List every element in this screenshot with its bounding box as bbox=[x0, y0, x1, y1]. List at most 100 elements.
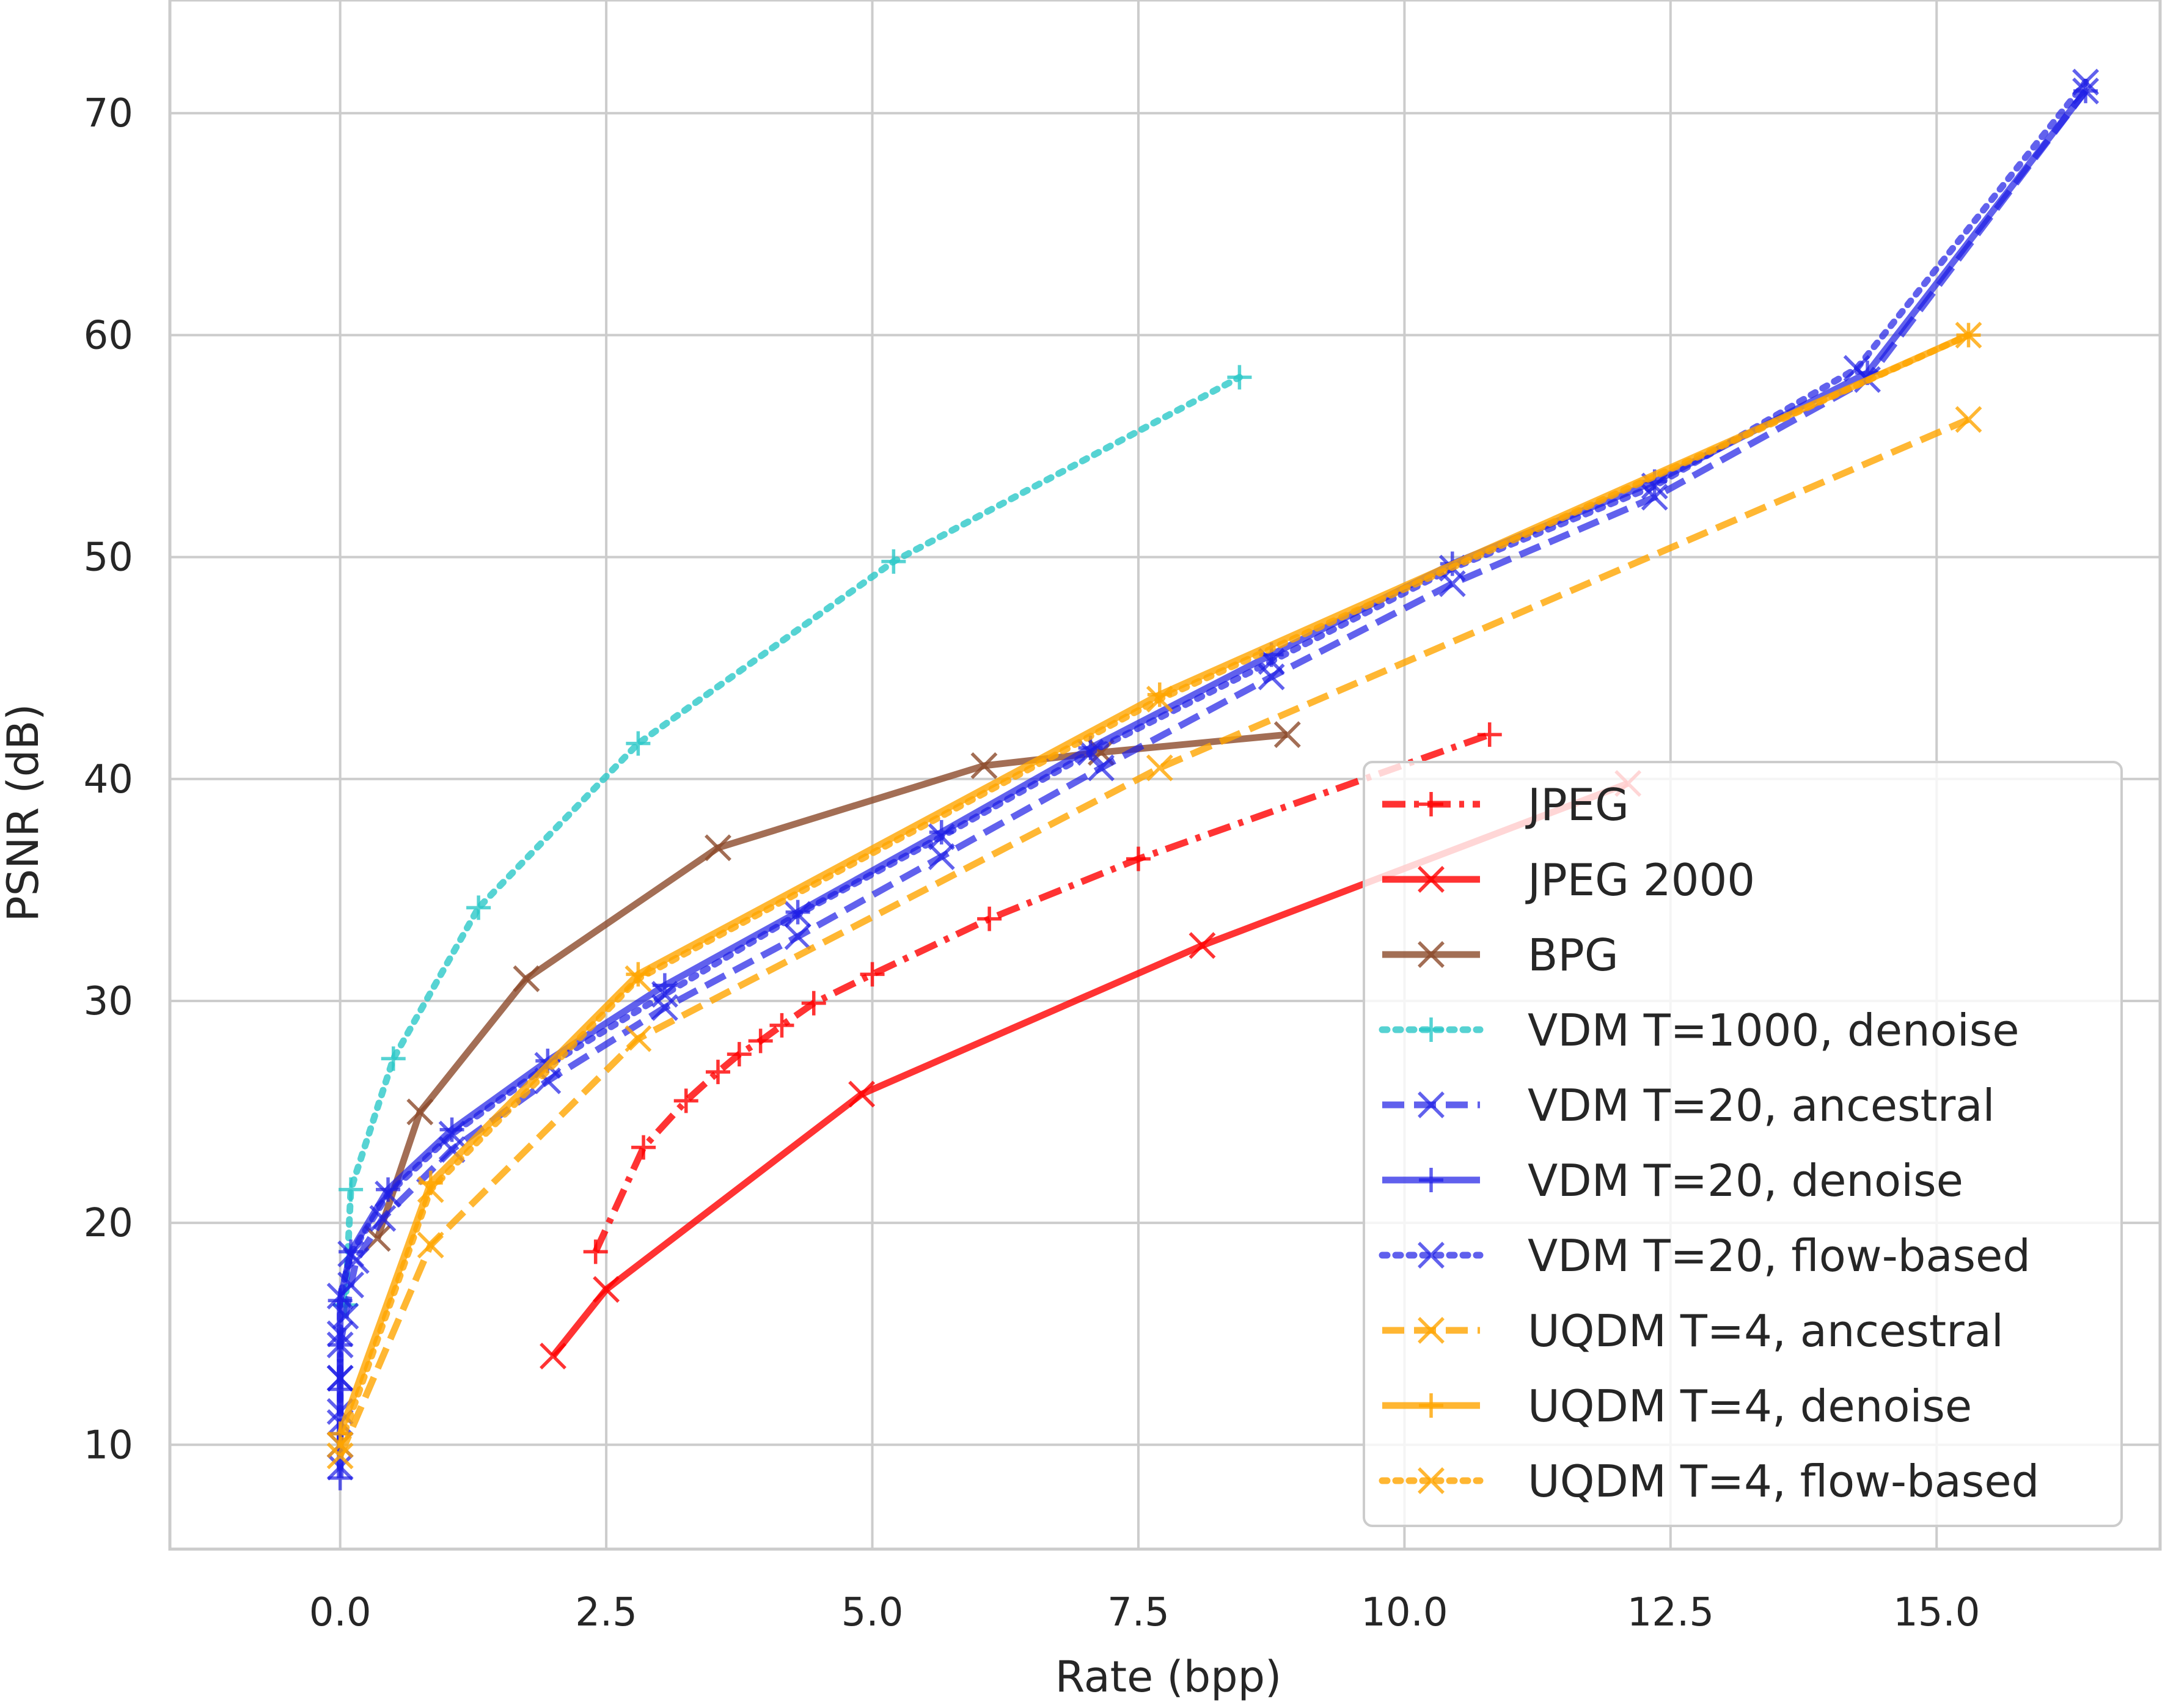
data-point bbox=[1843, 354, 1870, 382]
legend-label: UQDM T=4, flow-based bbox=[1528, 1456, 2039, 1507]
data-point bbox=[673, 1088, 698, 1113]
legend-box bbox=[1363, 761, 2123, 1527]
legend-label: VDM T=1000, denoise bbox=[1528, 1005, 2020, 1056]
legend: JPEG JPEG 2000 BPG VDM T=1000, denoise VDM T… bbox=[1363, 761, 2123, 1527]
series-uqdm-t-4-flow-based bbox=[326, 321, 1982, 1459]
data-point bbox=[1088, 754, 1115, 782]
data-point bbox=[326, 1442, 354, 1470]
data-point bbox=[1189, 932, 1216, 959]
y-tick-label: 60 bbox=[84, 313, 133, 358]
legend-item: JPEG bbox=[1382, 779, 1629, 830]
legend-label: BPG bbox=[1528, 929, 1619, 981]
legend-marker bbox=[1418, 866, 1445, 893]
data-point bbox=[417, 1231, 444, 1259]
legend-label: VDM T=20, ancestral bbox=[1528, 1080, 1995, 1131]
series-jpeg bbox=[583, 722, 1502, 1264]
legend-item: VDM T=20, ancestral bbox=[1382, 1080, 1995, 1131]
legend-item: VDM T=20, flow-based bbox=[1379, 1230, 2031, 1281]
data-point bbox=[625, 965, 652, 992]
data-point bbox=[406, 1098, 434, 1126]
data-point bbox=[326, 1431, 354, 1459]
data-point bbox=[1077, 739, 1104, 766]
data-point bbox=[801, 991, 826, 1016]
x-tick-label: 12.5 bbox=[1627, 1590, 1715, 1635]
data-point bbox=[326, 1283, 354, 1310]
legend-label: VDM T=20, denoise bbox=[1528, 1155, 1963, 1206]
data-point bbox=[466, 895, 491, 920]
data-series bbox=[326, 68, 2100, 1490]
data-point bbox=[928, 843, 955, 870]
data-point bbox=[1146, 686, 1173, 713]
series-vdm-t-20-flow-based bbox=[326, 68, 2100, 1481]
data-point bbox=[631, 1135, 656, 1160]
data-point bbox=[1477, 722, 1502, 747]
data-point bbox=[438, 1120, 466, 1148]
legend-marker bbox=[1419, 792, 1443, 816]
data-point bbox=[784, 923, 811, 950]
legend-marker bbox=[1418, 1091, 1445, 1118]
data-point bbox=[977, 906, 1002, 931]
x-tick-label: 7.5 bbox=[1107, 1590, 1170, 1635]
data-point bbox=[1955, 406, 1982, 433]
y-tick-label: 70 bbox=[84, 91, 133, 136]
data-point bbox=[326, 1453, 354, 1481]
x-tick-labels: 0.0 2.5 5.0 7.5 10.0 12.5 15.0 bbox=[309, 1590, 1980, 1635]
plot-border bbox=[168, 0, 2162, 1551]
legend-label: JPEG 2000 bbox=[1525, 854, 1755, 906]
data-point bbox=[593, 1276, 620, 1303]
data-point bbox=[583, 1239, 608, 1264]
x-tick-label: 0.0 bbox=[309, 1590, 372, 1635]
legend-marker bbox=[1418, 1467, 1445, 1494]
legend-item: VDM T=1000, denoise bbox=[1379, 1005, 2020, 1056]
data-point bbox=[625, 1025, 652, 1052]
data-point bbox=[375, 1180, 401, 1208]
data-point bbox=[705, 1060, 730, 1085]
data-point bbox=[860, 962, 885, 987]
data-point bbox=[748, 1028, 773, 1054]
data-point bbox=[513, 965, 540, 992]
series-bpg bbox=[364, 721, 1301, 1252]
legend-label: JPEG bbox=[1525, 779, 1629, 830]
data-point bbox=[928, 823, 955, 851]
y-tick-label: 10 bbox=[84, 1423, 133, 1468]
legend-marker bbox=[1418, 941, 1445, 968]
data-point bbox=[784, 901, 811, 928]
data-point bbox=[2072, 68, 2100, 96]
legend-marker bbox=[1419, 1393, 1443, 1418]
legend-item: UQDM T=4, flow-based bbox=[1379, 1456, 2039, 1507]
legend-item: UQDM T=4, denoise bbox=[1382, 1380, 1972, 1432]
data-point bbox=[769, 1013, 794, 1038]
data-point bbox=[339, 1177, 364, 1202]
series-line bbox=[337, 78, 2089, 1471]
series-line bbox=[592, 731, 1491, 1253]
data-point bbox=[1146, 754, 1173, 782]
legend-marker bbox=[1418, 1242, 1445, 1269]
legend-label: UQDM T=4, ancestral bbox=[1528, 1305, 2004, 1357]
legend-item: BPG bbox=[1382, 929, 1619, 981]
data-point bbox=[326, 1365, 354, 1392]
y-tick-label: 50 bbox=[84, 535, 133, 581]
data-point bbox=[381, 1046, 406, 1071]
legend-item: JPEG 2000 bbox=[1382, 854, 1755, 906]
data-point bbox=[727, 1042, 752, 1067]
legend-item: VDM T=20, denoise bbox=[1382, 1155, 1963, 1206]
x-tick-label: 10.0 bbox=[1361, 1590, 1448, 1635]
data-point bbox=[705, 834, 731, 862]
legend-marker bbox=[1419, 1017, 1443, 1042]
data-point bbox=[540, 1343, 566, 1369]
x-tick-label: 15.0 bbox=[1893, 1590, 1980, 1635]
legend-label: UQDM T=4, denoise bbox=[1528, 1380, 1972, 1432]
data-point bbox=[1955, 321, 1982, 349]
series-uqdm-t-4-ancestral bbox=[326, 406, 1982, 1470]
data-point bbox=[970, 752, 998, 779]
data-point bbox=[1227, 365, 1252, 390]
legend-item: UQDM T=4, ancestral bbox=[1382, 1305, 2004, 1357]
legend-marker bbox=[1418, 1317, 1445, 1344]
y-tick-label: 40 bbox=[84, 757, 133, 802]
data-point bbox=[417, 1176, 444, 1203]
data-point bbox=[848, 1080, 876, 1108]
data-point bbox=[337, 1241, 365, 1267]
y-tick-label: 20 bbox=[84, 1201, 133, 1246]
y-tick-labels: 10 20 30 40 50 60 70 bbox=[84, 91, 133, 1468]
data-point bbox=[326, 1320, 354, 1347]
